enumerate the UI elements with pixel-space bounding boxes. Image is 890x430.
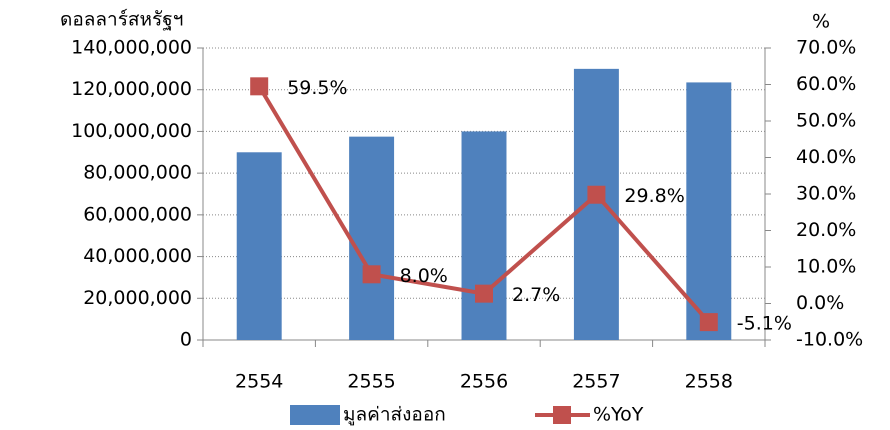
legend-swatch <box>553 406 571 424</box>
data-label: 2.7% <box>512 284 560 306</box>
y2-tick-label: 40.0% <box>796 146 856 168</box>
line-marker <box>699 313 718 332</box>
data-label: -5.1% <box>737 313 792 335</box>
y-tick-label: 120,000,000 <box>71 78 192 100</box>
y-tick-label: 100,000,000 <box>71 120 192 142</box>
y2-tick-label: 0.0% <box>796 292 844 314</box>
y2-tick-label: 60.0% <box>796 73 856 95</box>
bar <box>686 82 732 341</box>
data-label: 29.8% <box>624 185 684 207</box>
y2-tick-label: -10.0% <box>796 329 863 351</box>
y-tick-label: 20,000,000 <box>83 287 192 309</box>
bar <box>573 68 619 340</box>
data-label: 59.5% <box>287 77 347 99</box>
data-label: 8.0% <box>400 265 448 287</box>
bar <box>461 131 507 340</box>
y2-tick-label: 50.0% <box>796 110 856 132</box>
legend-label: มูลค่าส่งออก <box>343 404 446 426</box>
y2-tick-label: 10.0% <box>796 256 856 278</box>
line-marker <box>362 265 381 284</box>
x-tick-label: 2556 <box>460 371 508 393</box>
bar <box>349 136 395 340</box>
bar <box>236 152 282 340</box>
y-tick-label: 80,000,000 <box>83 162 192 184</box>
line-marker <box>587 185 606 204</box>
y-tick-label: 60,000,000 <box>83 203 192 225</box>
legend-label: %YoY <box>593 404 644 426</box>
x-tick-label: 2558 <box>685 371 733 393</box>
y-tick-label: 40,000,000 <box>83 245 192 267</box>
y-tick-label: 140,000,000 <box>71 37 192 59</box>
y2-tick-label: 30.0% <box>796 183 856 205</box>
y2-tick-label: 20.0% <box>796 219 856 241</box>
y-tick-label: 0 <box>180 329 192 351</box>
legend-swatch <box>290 405 340 425</box>
y2-axis-title: % <box>812 11 830 33</box>
x-tick-label: 2555 <box>347 371 395 393</box>
y-axis-title: ดอลลาร์สหรัฐฯ <box>60 9 183 31</box>
x-tick-label: 2557 <box>572 371 620 393</box>
line-marker <box>250 77 269 96</box>
line-marker <box>475 284 493 303</box>
x-tick-label: 2554 <box>235 371 283 393</box>
y2-tick-label: 70.0% <box>796 37 856 59</box>
